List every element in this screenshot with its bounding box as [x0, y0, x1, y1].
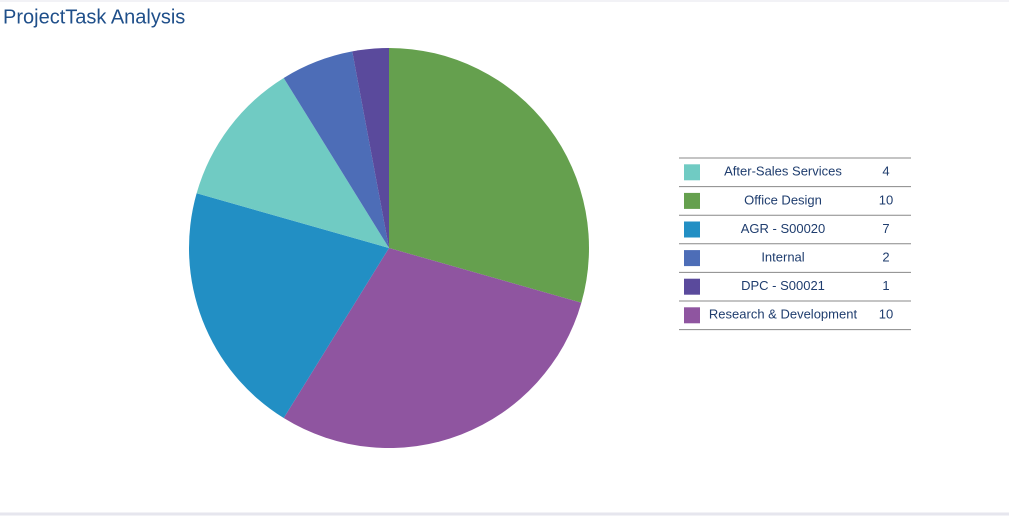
- legend-label: DPC - S00021: [741, 278, 825, 293]
- legend-label: Research & Development: [709, 307, 858, 322]
- legend-value: 10: [879, 192, 893, 207]
- legend-value: 4: [882, 164, 889, 179]
- legend-swatch: [684, 250, 700, 267]
- pie-slice: [352, 48, 389, 248]
- legend-label: Office Design: [744, 192, 822, 207]
- pie-slice: [389, 48, 589, 303]
- pie-slice: [196, 77, 389, 248]
- pie-slice: [283, 248, 582, 448]
- legend-value: 10: [879, 307, 893, 322]
- legend-value: 2: [882, 250, 889, 265]
- legend-value: 7: [882, 221, 889, 236]
- legend-swatch: [684, 221, 700, 238]
- pie-slice: [283, 51, 389, 248]
- legend-value: 1: [882, 278, 889, 293]
- legend-label: After-Sales Services: [724, 164, 842, 179]
- legend-label: Internal: [761, 250, 804, 265]
- legend-swatch: [684, 278, 700, 295]
- legend-label: AGR - S00020: [741, 221, 826, 236]
- pie-slice: [188, 193, 389, 419]
- chart-title: ProjectTask Analysis: [3, 6, 185, 28]
- legend-swatch: [684, 164, 700, 181]
- legend-swatch: [684, 192, 700, 209]
- legend-swatch: [684, 307, 700, 324]
